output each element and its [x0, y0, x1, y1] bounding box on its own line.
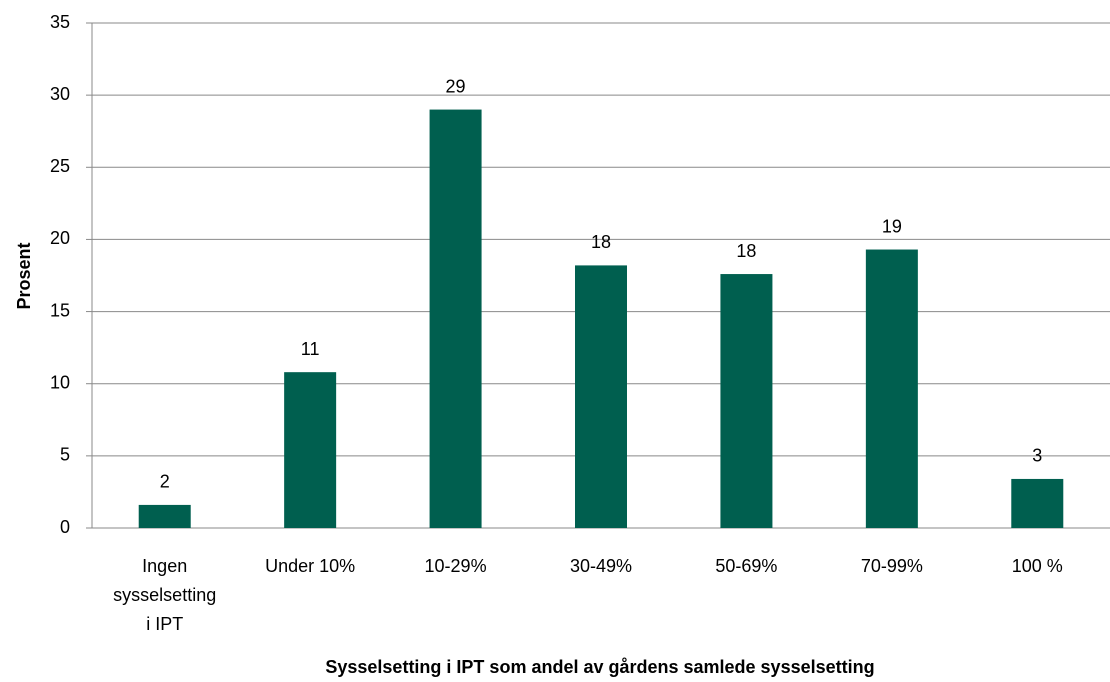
bar — [575, 265, 627, 528]
value-label: 2 — [160, 472, 170, 492]
x-tick-label: 10-29% — [424, 556, 487, 576]
x-tick-label: 50-69% — [715, 556, 778, 576]
y-tick-label: 20 — [50, 228, 70, 248]
value-label: 3 — [1032, 446, 1042, 466]
bar — [720, 274, 773, 528]
bar — [865, 249, 918, 528]
value-label: 19 — [882, 216, 902, 236]
bar — [1011, 478, 1064, 528]
x-tick-label: Ingen sysselsetting i IPT — [113, 556, 217, 634]
y-tick-label: 30 — [50, 84, 70, 104]
y-tick-label: 5 — [60, 445, 70, 465]
y-axis-label: Prosent — [14, 242, 34, 309]
x-tick-label: 100 % — [1011, 556, 1063, 576]
x-tick-label: Under 10% — [265, 556, 356, 576]
x-tick-label: 30-49% — [569, 556, 633, 576]
bar — [138, 504, 191, 528]
value-label: 11 — [301, 339, 320, 359]
y-tick-label: 0 — [60, 517, 70, 537]
value-label: 18 — [736, 241, 756, 261]
y-tick-label: 10 — [50, 372, 70, 392]
bar — [429, 109, 482, 529]
y-tick-label: 35 — [50, 12, 70, 32]
value-label: 18 — [591, 232, 611, 252]
bar — [284, 372, 337, 528]
x-axis-label: Sysselsetting i IPT som andel av gårdens… — [325, 657, 874, 677]
y-tick-label: 25 — [50, 156, 70, 176]
value-label: 29 — [446, 76, 466, 96]
y-tick-label: 15 — [50, 300, 70, 320]
x-tick-label: 70-99% — [860, 556, 923, 576]
